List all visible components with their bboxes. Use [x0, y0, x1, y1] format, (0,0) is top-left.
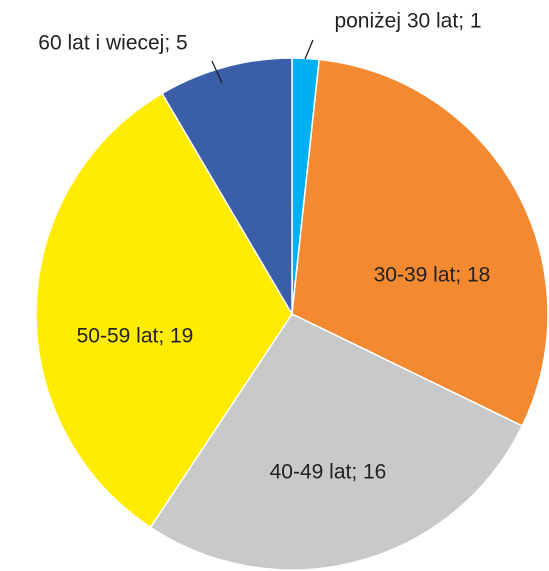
leader-line: [304, 39, 314, 60]
data-label: 40-49 lat; 16: [270, 461, 387, 484]
data-label: poniżej 30 lat; 1: [334, 10, 481, 33]
pie-slice: [35, 92, 293, 529]
pie-slice: [291, 58, 549, 427]
pie-slice: [149, 313, 524, 571]
data-label: 60 lat i wiecej; 5: [38, 32, 187, 55]
leader-line: [211, 60, 223, 84]
pie-slice: [161, 57, 293, 317]
data-label: 50-59 lat; 19: [77, 325, 194, 348]
data-label: 30-39 lat; 18: [374, 264, 491, 287]
